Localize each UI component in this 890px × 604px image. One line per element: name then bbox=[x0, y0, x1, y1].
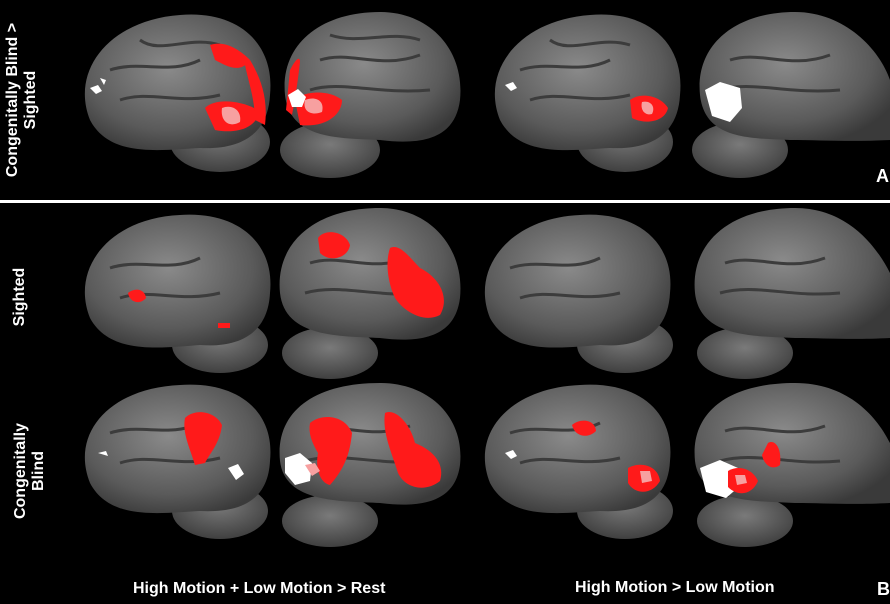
brain-a4 bbox=[692, 12, 890, 178]
panel-a: Congenitally Blind > Sighted A bbox=[0, 0, 890, 200]
panel-letter-a: A bbox=[876, 166, 889, 186]
brain-b7 bbox=[484, 384, 673, 539]
brain-b5 bbox=[84, 384, 271, 539]
cortex-a3 bbox=[494, 14, 681, 151]
activation-a2 bbox=[286, 58, 300, 115]
row2-label-line1: Congenitally bbox=[12, 423, 29, 520]
activation-a1 bbox=[210, 43, 250, 68]
mask-a4 bbox=[705, 82, 742, 122]
mask-a1 bbox=[90, 78, 106, 94]
brain-b6 bbox=[279, 383, 461, 547]
cortex-a1 bbox=[84, 14, 271, 151]
row2-label-line2: Blind bbox=[30, 451, 47, 491]
panel-a-brains bbox=[84, 12, 890, 178]
row-label-line1: Congenitally Blind > bbox=[4, 22, 21, 178]
mask-a2 bbox=[288, 89, 306, 107]
caption-left: High Motion + Low Motion > Rest bbox=[133, 580, 386, 597]
panel-a-row-label: Congenitally Blind > Sighted bbox=[4, 20, 40, 180]
mask-a3 bbox=[505, 82, 517, 91]
panel-b: Sighted Congenitally Blind High Motion +… bbox=[0, 203, 890, 604]
activation-b7 bbox=[572, 420, 596, 436]
panel-b-row2-label: Congenitally Blind bbox=[12, 421, 48, 521]
activation-b2 bbox=[318, 232, 350, 259]
cortex-a4 bbox=[699, 12, 890, 141]
panel-divider bbox=[0, 200, 890, 203]
activation-b6 bbox=[309, 417, 352, 485]
brain-a2 bbox=[280, 12, 461, 178]
brain-b1 bbox=[84, 214, 271, 373]
panel-b-row1-label: Sighted bbox=[11, 267, 28, 327]
activation-b5 bbox=[184, 412, 222, 465]
brain-a1 bbox=[84, 14, 271, 172]
activation-b1 bbox=[128, 289, 146, 303]
brain-b2 bbox=[279, 208, 461, 379]
panel-b-brains bbox=[84, 208, 890, 547]
panel-letter-b: B bbox=[877, 579, 890, 599]
brain-b8 bbox=[694, 383, 890, 547]
brain-a3 bbox=[494, 14, 681, 172]
row-label-line2: Sighted bbox=[22, 70, 39, 130]
brain-b3 bbox=[484, 214, 673, 373]
caption-right: High Motion > Low Motion bbox=[575, 579, 775, 596]
brain-b4 bbox=[694, 208, 890, 379]
